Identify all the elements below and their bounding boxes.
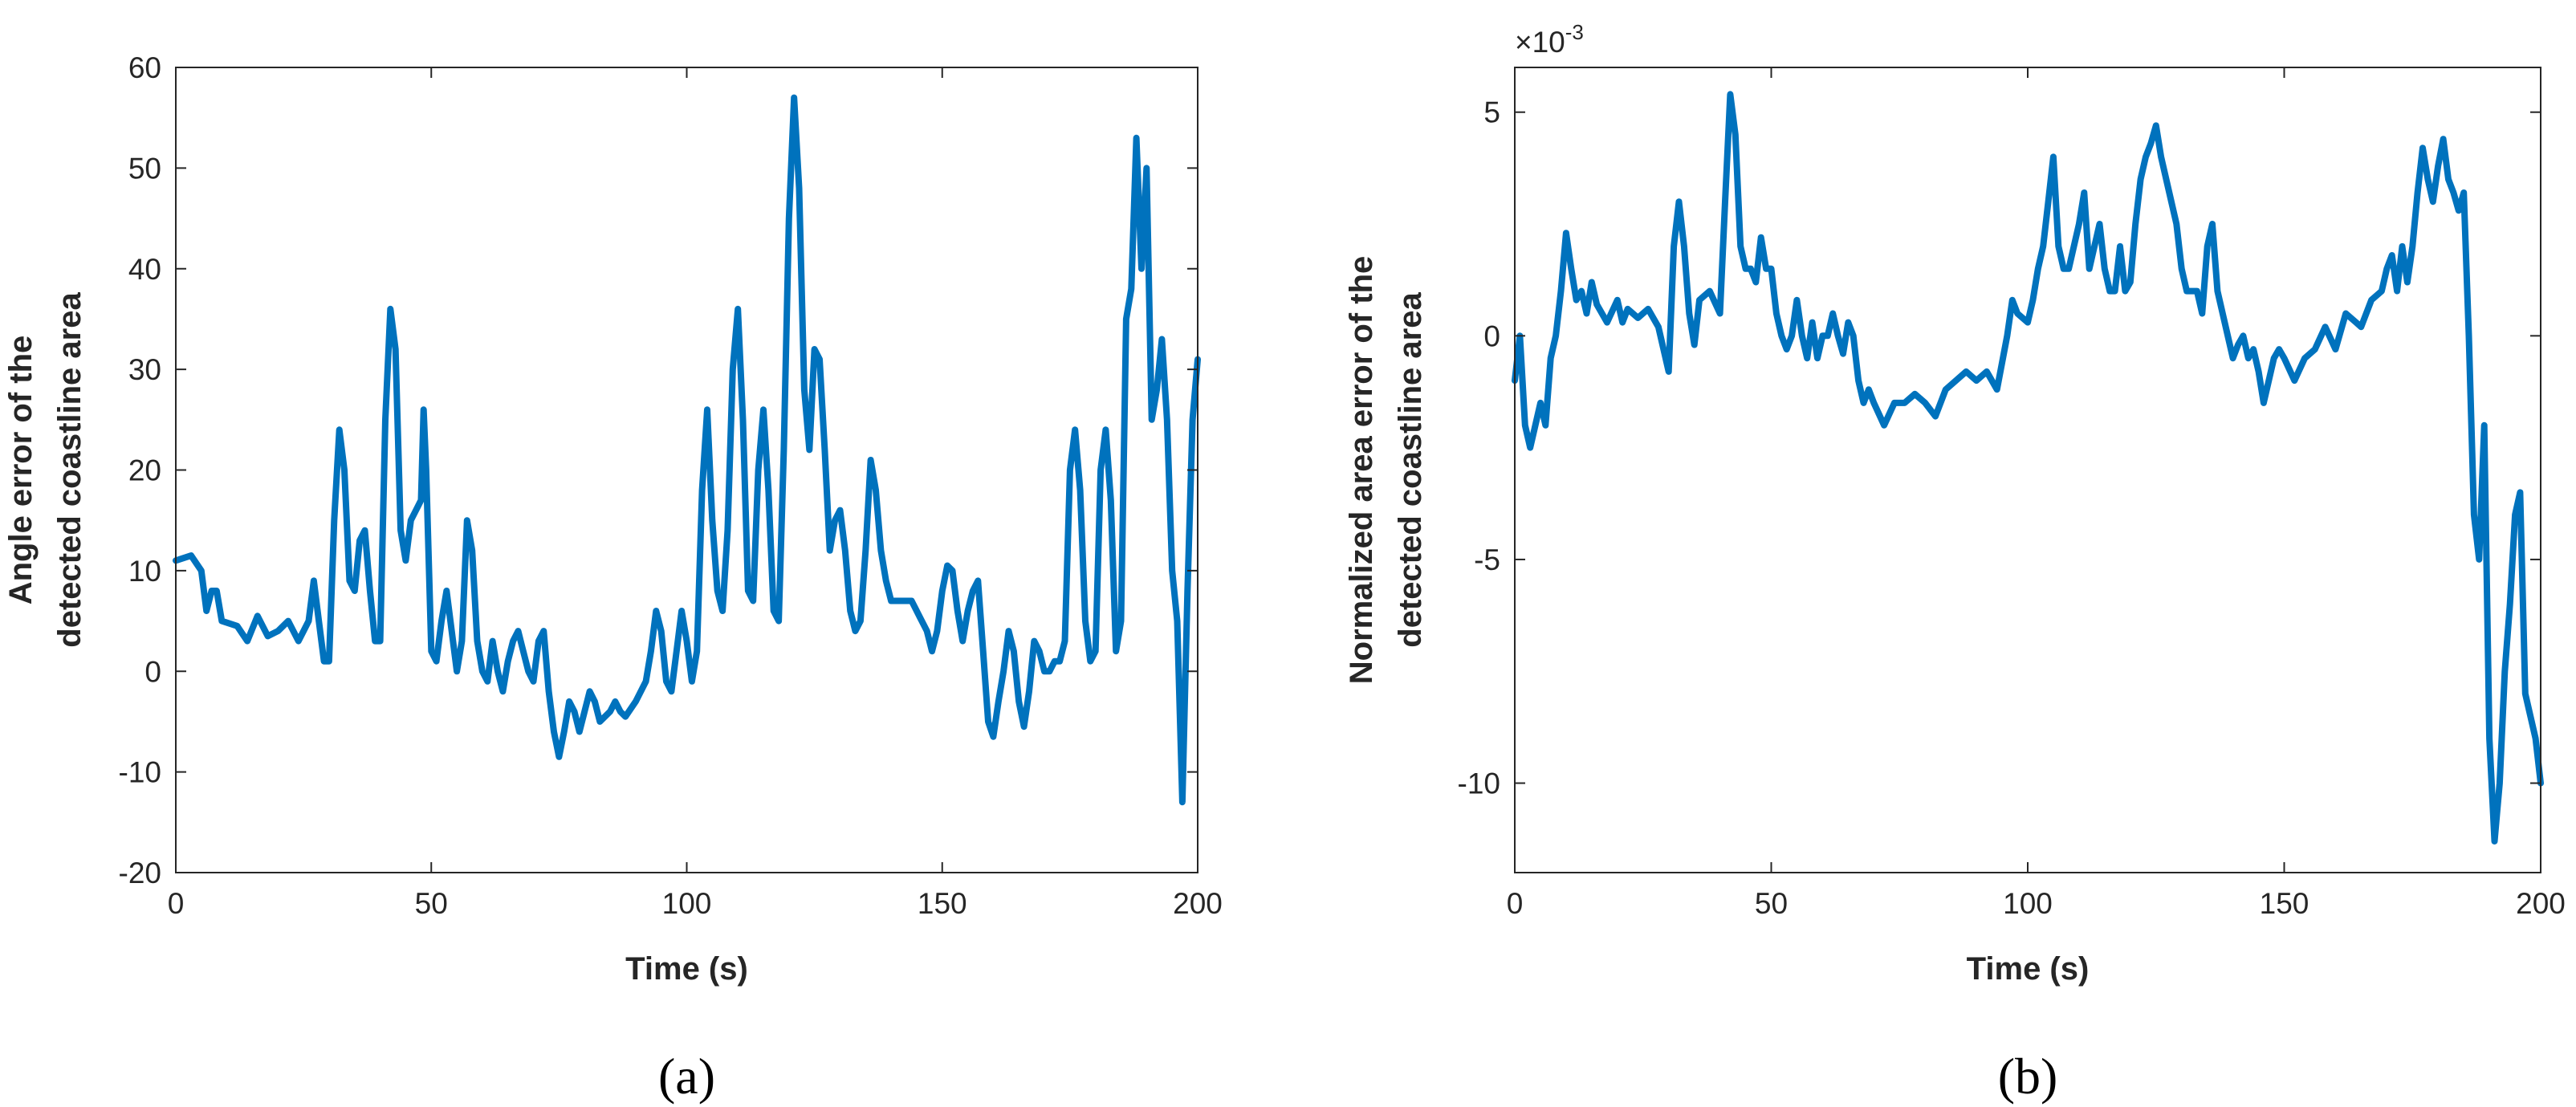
data-line <box>173 94 1201 806</box>
y-tick-label: 50 <box>128 152 161 185</box>
y-tick-label: 60 <box>128 51 161 84</box>
x-tick-label: 200 <box>2516 887 2566 920</box>
y-tick-label: 10 <box>128 555 161 588</box>
plot-background <box>176 67 1198 873</box>
data-line <box>1512 91 2544 844</box>
x-tick-label: 150 <box>2260 887 2309 920</box>
y-tick-label: -20 <box>119 857 161 889</box>
y-tick-label: -10 <box>119 756 161 789</box>
x-axis-label: Time (s) <box>625 951 748 987</box>
x-tick-label: 50 <box>415 887 448 920</box>
y-tick-label: -10 <box>1458 767 1500 800</box>
x-tick-label: 50 <box>1755 887 1788 920</box>
y-tick-label: 5 <box>1483 96 1500 129</box>
y-tick-label: 0 <box>144 655 161 688</box>
x-axis-label: Time (s) <box>1967 951 2090 987</box>
y-tick-label: -5 <box>1474 543 1500 576</box>
y-axis-label: Normalized area error of the <box>1344 256 1379 685</box>
y-multiplier: ×10-3 <box>1515 20 1584 59</box>
subfigure-caption: (b) <box>1998 1048 2058 1105</box>
x-tick-label: 100 <box>2003 887 2053 920</box>
y-tick-label: 30 <box>128 353 161 386</box>
multiplier-exponent: -3 <box>1565 20 1584 44</box>
plot-background <box>1515 67 2541 873</box>
y-tick-label: 40 <box>128 253 161 286</box>
y-axis-label: detected coastline area <box>1393 292 1428 648</box>
y-tick-label: 20 <box>128 454 161 487</box>
x-tick-label: 0 <box>1507 887 1524 920</box>
x-tick-label: 100 <box>662 887 712 920</box>
subfigure-caption: (a) <box>658 1048 715 1105</box>
multiplier-base: ×10 <box>1515 26 1565 59</box>
x-tick-label: 200 <box>1173 887 1223 920</box>
y-axis-label: detected coastline area <box>52 292 87 648</box>
x-tick-label: 0 <box>168 887 185 920</box>
x-tick-label: 150 <box>918 887 967 920</box>
y-tick-label: 0 <box>1483 319 1500 352</box>
y-axis-label: Angle error of the <box>3 336 39 605</box>
